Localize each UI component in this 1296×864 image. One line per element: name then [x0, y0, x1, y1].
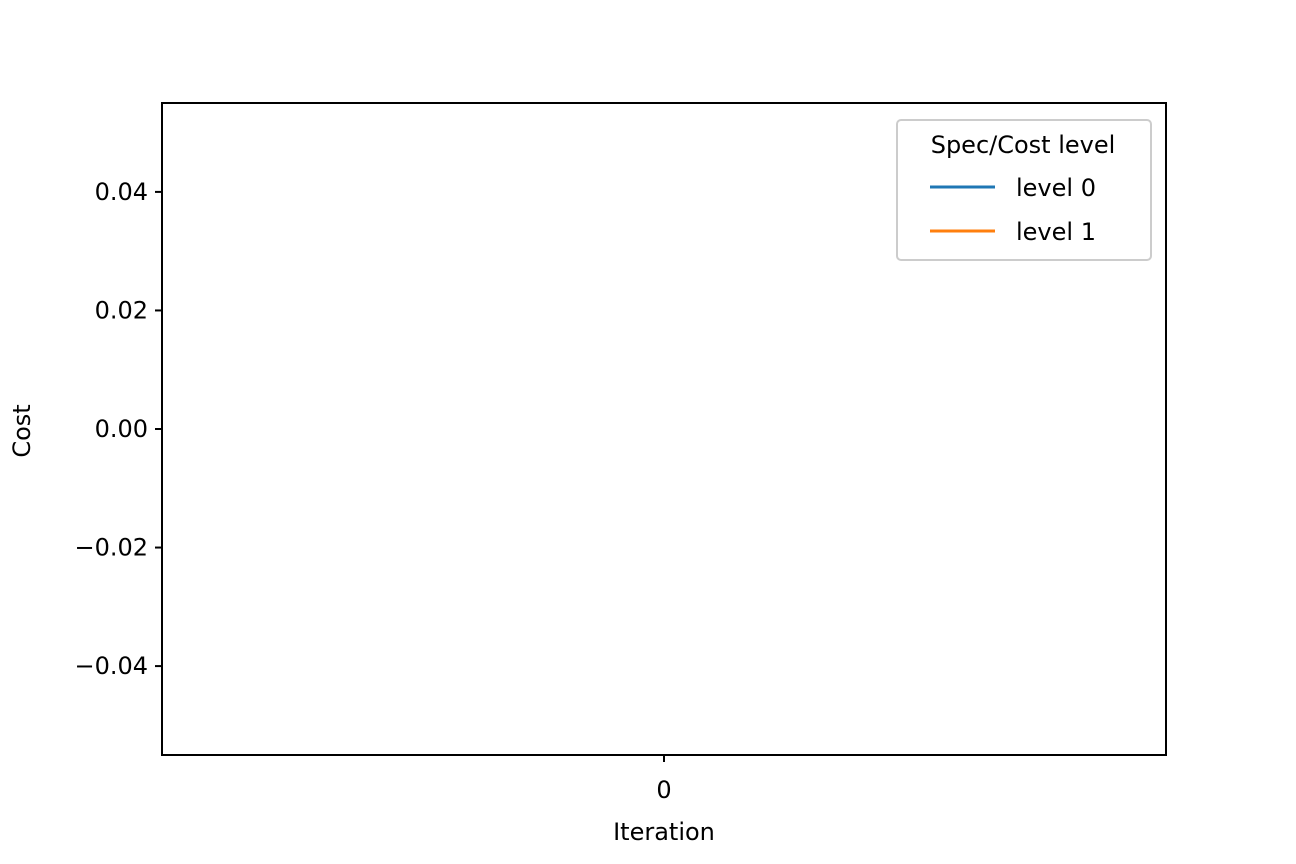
legend-box: [896, 119, 1152, 261]
y-axis-label: Cost: [8, 404, 36, 457]
y-tick-label: −0.04: [74, 652, 148, 680]
x-axis-ticks: 0: [656, 755, 672, 804]
y-tick-label: 0.00: [95, 415, 148, 443]
y-axis-ticks: 0.04 0.02 0.00 −0.02 −0.04: [74, 178, 162, 680]
x-tick-label: 0: [656, 776, 671, 804]
legend-label-level-1: level 1: [1016, 218, 1096, 246]
y-tick-label: −0.02: [74, 534, 148, 562]
y-tick-label: 0.02: [95, 296, 148, 324]
x-axis-label: Iteration: [613, 818, 715, 846]
y-tick-label: 0.04: [95, 178, 148, 206]
legend-label-level-0: level 0: [1016, 174, 1096, 202]
legend: Spec/Cost level level 0 level 1: [896, 119, 1152, 261]
legend-title: Spec/Cost level: [931, 131, 1116, 159]
